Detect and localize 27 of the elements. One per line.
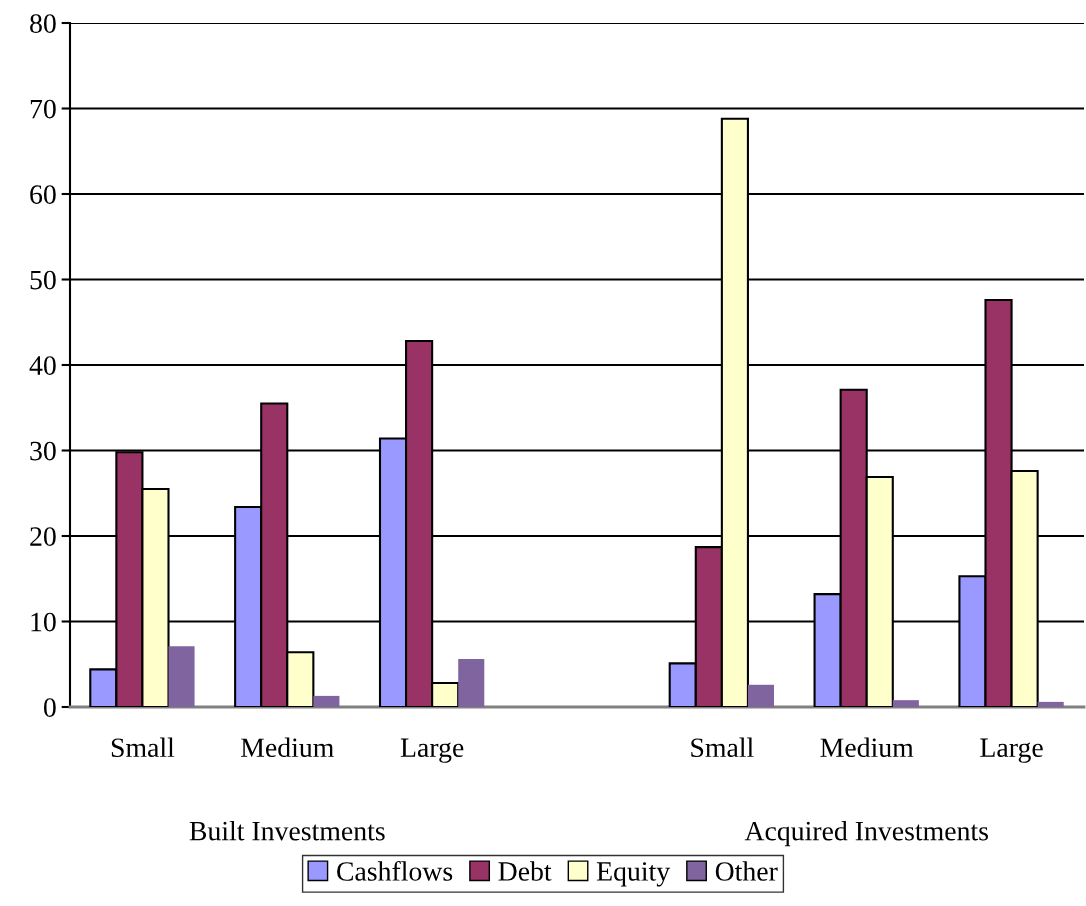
legend-label: Equity: [596, 862, 671, 887]
y-tick-label: 60: [30, 185, 56, 204]
bar: [168, 646, 195, 707]
x-tick-label: Small: [111, 737, 175, 758]
x-tick-label: Small: [691, 737, 754, 758]
x-tick-label: Medium: [820, 737, 914, 758]
bar: [1037, 701, 1064, 707]
y-tick-label: 70: [30, 99, 56, 119]
legend-label: Cashflows: [337, 861, 453, 881]
bar: [313, 695, 340, 707]
y-tick-label: 80: [30, 14, 56, 33]
legend-label: Other: [715, 861, 778, 881]
y-tick-label: 40: [29, 356, 56, 375]
x-tick-label: Large: [980, 738, 1043, 763]
text: Acquired Investments: [744, 820, 988, 847]
y-tick-label: 0: [43, 698, 56, 717]
y-tick-label: 20: [30, 527, 56, 546]
x-tick-label: Large: [400, 738, 464, 763]
bar: [892, 700, 919, 707]
text: Built Investments: [189, 820, 385, 841]
legend-label: Debt: [498, 861, 552, 881]
bar: [458, 659, 485, 707]
y-tick-label: 10: [31, 612, 56, 632]
x-tick-label: Medium: [241, 737, 334, 758]
bar: [747, 684, 775, 707]
y-tick-label: 30: [30, 441, 56, 461]
y-tick-label: 50: [30, 270, 56, 290]
